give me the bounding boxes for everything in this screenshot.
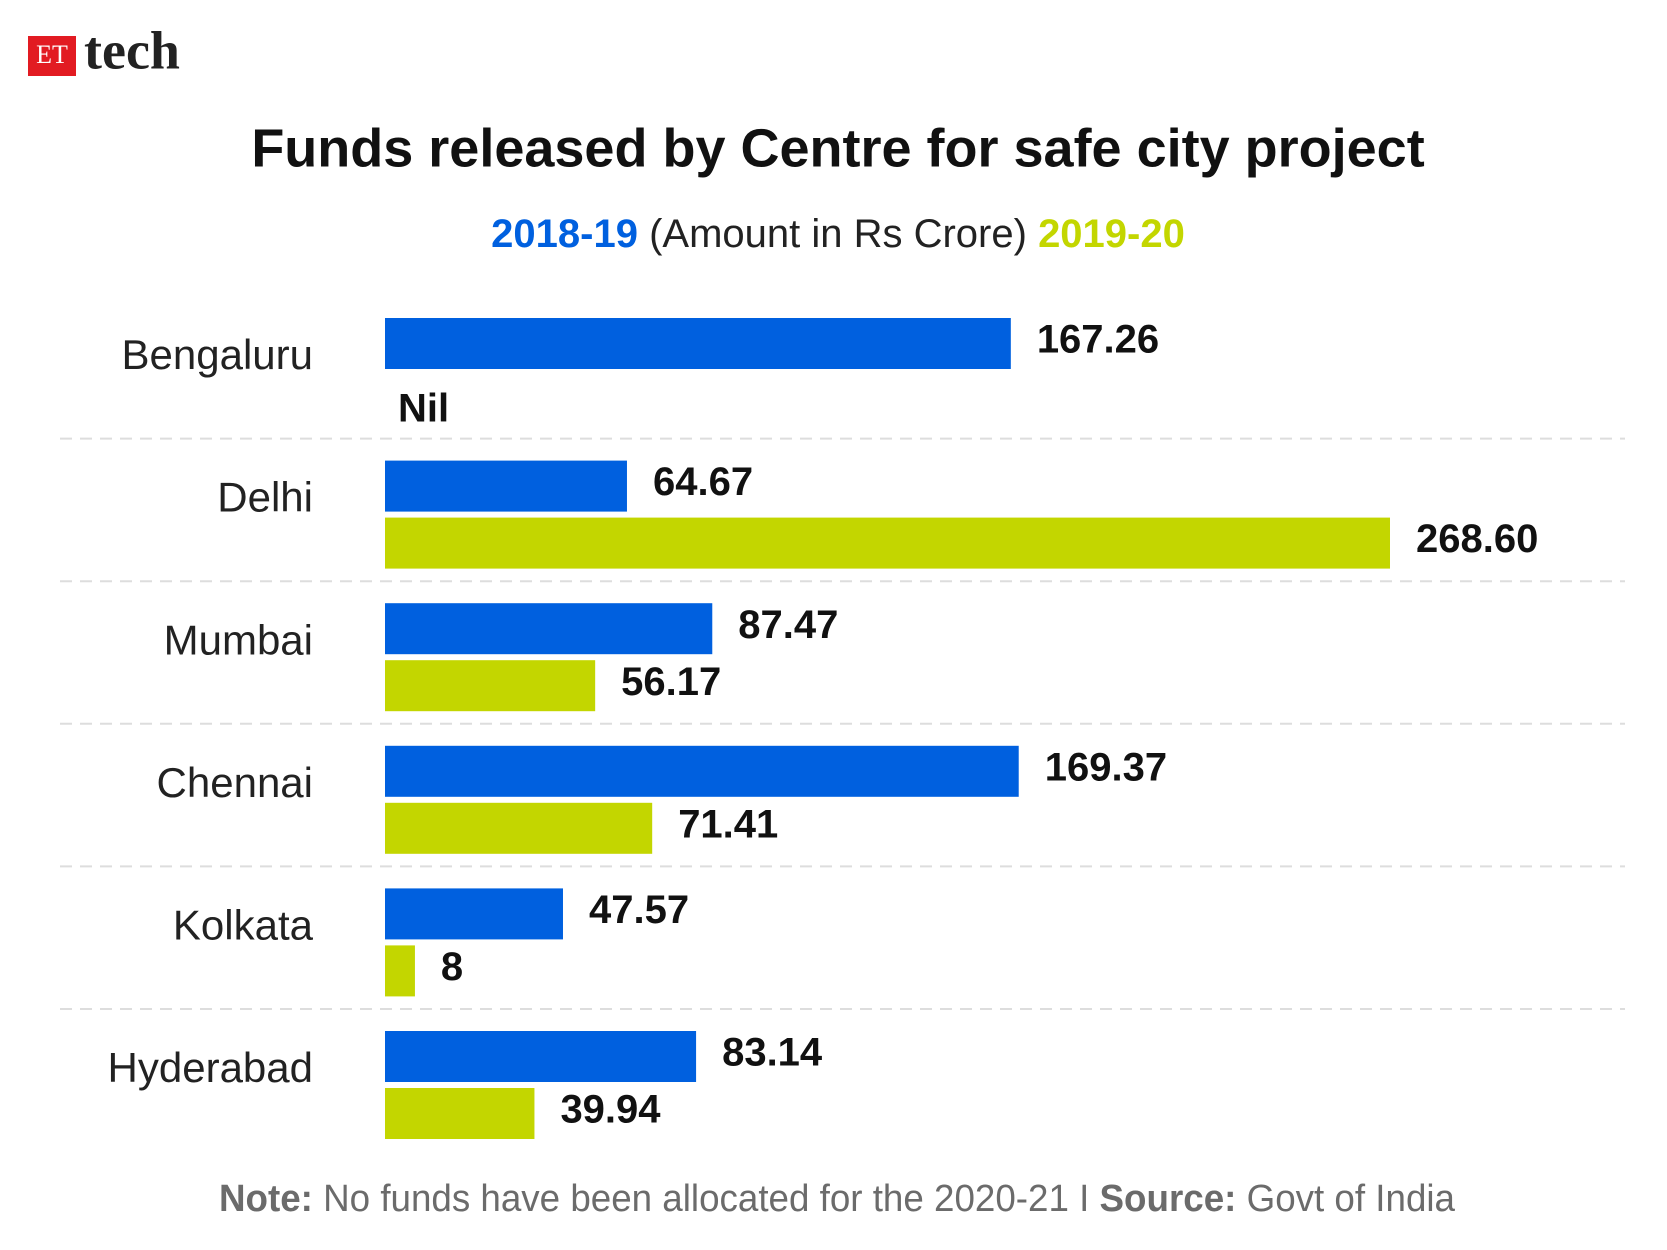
bar [385,517,1390,569]
value-label: 64.67 [653,460,753,504]
value-label: 8 [441,945,463,989]
category-label: Mumbai [164,616,313,663]
value-label: Nil [398,387,449,431]
note-text: No funds have been allocated for the 202… [323,1178,1069,1220]
source-text: Govt of India [1247,1178,1456,1220]
logo-badge-box [28,36,76,76]
bar [385,603,713,655]
category-label: Kolkata [173,901,314,948]
bar [385,660,596,712]
separator: I [1079,1178,1089,1220]
category-label: Delhi [217,474,313,521]
value-label: 39.94 [560,1088,661,1132]
bar [385,1088,535,1139]
value-label: 47.57 [589,888,689,932]
legend-entry: 2019-20 [1038,212,1185,256]
bar [385,945,415,997]
bar [385,1031,697,1082]
source-label: Source: [1100,1178,1237,1220]
value-label: 169.37 [1045,745,1167,789]
bar [385,888,563,940]
value-label: 87.47 [738,603,838,647]
bar [385,460,627,512]
category-label: Chennai [157,759,313,806]
category-label: Bengaluru [122,331,313,378]
category-label: Hyderabad [108,1044,313,1091]
subtitle-text: (Amount in Rs Crore) [649,212,1027,256]
chart-title: Funds released by Centre for safe city p… [251,118,1424,178]
value-label: 56.17 [621,660,721,704]
logo-badge: ET [36,40,68,69]
bar [385,318,1011,369]
bar [385,745,1019,797]
value-label: 167.26 [1037,318,1159,362]
legend-entry: 2018-19 [491,212,638,256]
subtitle: 2018-19 (Amount in Rs Crore) 2019-20 [491,212,1185,256]
note-label: Note: [219,1178,313,1220]
value-label: 268.60 [1416,517,1538,561]
footer: Note: No funds have been allocated for t… [219,1178,1456,1220]
value-label: 71.41 [678,802,778,846]
logo-text: tech [84,20,180,80]
value-label: 83.14 [722,1031,823,1075]
bar [385,802,653,854]
